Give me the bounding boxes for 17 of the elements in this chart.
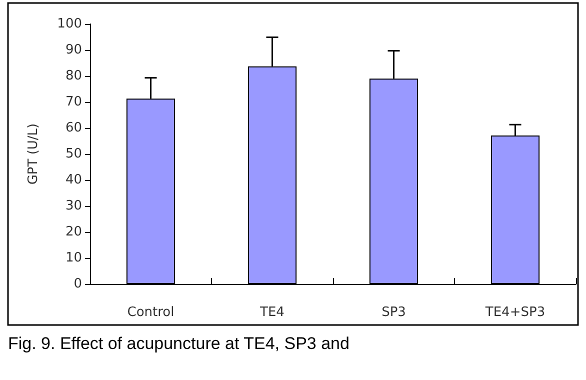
y-tick-label: 40 (65, 172, 82, 188)
y-tick-label: 0 (74, 276, 82, 292)
y-tick-label: 20 (65, 224, 82, 240)
y-tick-label: 30 (65, 198, 82, 214)
x-tick-label: TE4+SP3 (484, 305, 546, 320)
x-tick-label: SP3 (382, 305, 406, 320)
y-axis-title: GPT (U/L) (26, 123, 41, 185)
y-tick-label: 10 (65, 250, 82, 266)
y-tick-label: 80 (65, 68, 82, 84)
y-tick-label: 90 (65, 42, 82, 58)
y-tick-label: 70 (65, 94, 82, 110)
caption: Fig. 9. Effect of acupuncture at TE4, SP3 and (8, 334, 350, 353)
x-tick-label: TE4 (259, 305, 284, 320)
y-tick-label: 60 (65, 120, 82, 136)
x-tick-label: Control (127, 305, 174, 320)
y-tick-label: 100 (57, 16, 82, 32)
y-tick-label: 50 (65, 146, 82, 162)
